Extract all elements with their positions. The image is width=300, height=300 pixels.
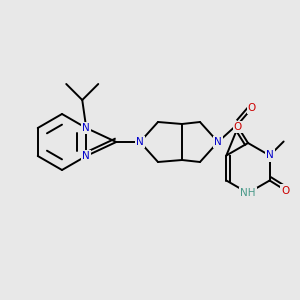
Text: O: O [248, 103, 256, 113]
Text: N: N [214, 137, 222, 147]
Text: NH: NH [240, 188, 256, 198]
Text: O: O [234, 122, 242, 132]
Text: N: N [266, 151, 274, 160]
Text: N: N [136, 137, 144, 147]
Text: N: N [82, 151, 90, 161]
Text: O: O [281, 185, 290, 196]
Text: N: N [82, 123, 90, 133]
